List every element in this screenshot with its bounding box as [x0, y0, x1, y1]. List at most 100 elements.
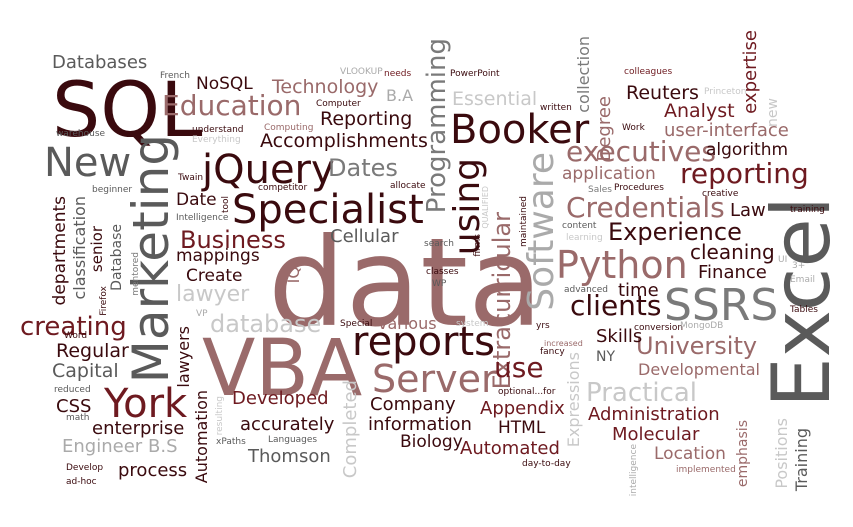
- word-collection: collection: [574, 36, 593, 113]
- word-booker: Booker: [450, 107, 590, 153]
- word-advanced: advanced: [564, 285, 608, 295]
- word-various: various: [378, 314, 437, 333]
- word-xpaths: xPaths: [216, 437, 246, 447]
- word-computing: Computing: [264, 123, 314, 133]
- word-sql: SQL: [52, 65, 203, 154]
- word-lawyers: lawyers: [174, 326, 193, 388]
- word-vba: VBA: [202, 324, 363, 414]
- word-ba: B.A: [386, 86, 414, 105]
- word-mappings: mappings: [176, 246, 260, 266]
- word-server: Server: [372, 357, 497, 401]
- word-algorithm: algorithm: [706, 140, 789, 160]
- word-vp: VP: [196, 309, 208, 319]
- word-automation: Automation: [192, 390, 211, 484]
- word-credentials: Credentials: [566, 191, 725, 224]
- word-thomson: Thomson: [248, 446, 331, 467]
- word-warehouse: warehouse: [56, 129, 106, 139]
- word-positions: Positions: [772, 418, 791, 489]
- word-location: Location: [654, 444, 726, 464]
- word-departments: departments: [50, 196, 70, 306]
- word-cleaning: cleaning: [690, 240, 775, 264]
- word-company: Company: [370, 394, 456, 415]
- word-python: Python: [556, 243, 688, 287]
- word-french: French: [160, 71, 190, 81]
- word-new-small: new: [765, 98, 781, 127]
- word-bs: B.S: [148, 436, 178, 457]
- word-colleagues: colleagues: [624, 67, 673, 77]
- word-dates: Dates: [328, 154, 398, 182]
- word-reporting-small: Reporting: [320, 108, 413, 130]
- word-firefox: Firefox: [99, 286, 109, 316]
- word-developed: Developed: [232, 388, 329, 409]
- word-3plus: 3+: [792, 261, 806, 271]
- word-law: Law: [730, 200, 766, 221]
- word-university: University: [636, 332, 758, 360]
- word-data: data: [268, 212, 543, 354]
- word-finance: Finance: [698, 262, 767, 283]
- word-new: New: [44, 140, 132, 186]
- word-information: information: [368, 414, 472, 435]
- word-languages: Languages: [268, 435, 318, 445]
- word-learning: learning: [566, 233, 603, 243]
- word-enterprise: enterprise: [92, 418, 185, 439]
- word-reports: reports: [352, 319, 496, 365]
- word-word: Word: [64, 331, 88, 341]
- word-analyst: Analyst: [664, 100, 735, 122]
- word-databases: Databases: [52, 52, 148, 73]
- word-programming: Programming: [422, 38, 452, 214]
- word-essential: Essential: [452, 88, 538, 110]
- word-maintained: maintained: [519, 196, 529, 247]
- word-application: application: [562, 164, 656, 184]
- word-time: time: [618, 280, 659, 301]
- word-email: Email: [790, 275, 815, 285]
- word-beginner: beginner: [92, 185, 133, 195]
- word-biology: Biology: [400, 432, 463, 452]
- word-capital: Capital: [52, 360, 119, 382]
- word-administration: Administration: [588, 404, 720, 425]
- word-clients: clients: [570, 289, 662, 322]
- word-create: Create: [186, 266, 243, 286]
- word-firms: firms: [473, 234, 483, 257]
- word-resulting: resulting: [215, 396, 225, 436]
- word-database: Database: [109, 224, 125, 291]
- word-training-small: training: [790, 205, 825, 215]
- word-regular: Regular: [56, 340, 129, 362]
- word-math: math: [66, 413, 90, 423]
- word-fancy: fancy: [540, 347, 565, 357]
- word-html: HTML: [498, 418, 546, 438]
- word-intelligence-small: intelligence: [629, 444, 639, 497]
- word-powerpoint: PowerPoint: [450, 69, 500, 79]
- word-business: Business: [180, 226, 286, 254]
- word-implemented: implemented: [676, 465, 736, 475]
- word-conversion: conversion: [634, 323, 684, 333]
- word-tables: Tables: [790, 305, 818, 315]
- word-mentored: mentored: [131, 252, 141, 296]
- word-twain: Twain: [178, 173, 204, 183]
- word-york: York: [104, 381, 188, 427]
- word-accurately: accurately: [240, 414, 335, 435]
- word-css: CSS: [56, 396, 92, 417]
- word-senior: senior: [88, 226, 106, 273]
- word-tool: tool: [221, 196, 231, 214]
- word-optional-for: optional...for: [498, 387, 556, 397]
- word-creating: creating: [20, 312, 127, 342]
- word-nosql: NoSQL: [196, 74, 253, 94]
- word-jquery: jQuery: [202, 147, 335, 193]
- word-increased: increased: [544, 339, 583, 348]
- word-written: written: [540, 103, 572, 113]
- word-princeton: Princeton: [704, 87, 747, 97]
- word-content: content: [562, 221, 597, 231]
- word-qualified: QUALIFIED: [481, 186, 490, 229]
- word-software: Software: [521, 152, 562, 311]
- word-reporting-main: reporting: [680, 157, 809, 190]
- word-expressions: Expressions: [564, 352, 583, 448]
- word-classes: classes: [426, 267, 459, 277]
- word-ny: NY: [596, 349, 616, 365]
- word-understand: understand: [192, 125, 244, 135]
- word-computer: Computer: [316, 99, 361, 109]
- word-everything: Everything: [192, 135, 241, 145]
- word-technology: Technology: [272, 76, 379, 98]
- word-reuters: Reuters: [626, 82, 699, 104]
- word-executives: executives: [566, 135, 716, 168]
- word-cellular: Cellular: [330, 226, 399, 247]
